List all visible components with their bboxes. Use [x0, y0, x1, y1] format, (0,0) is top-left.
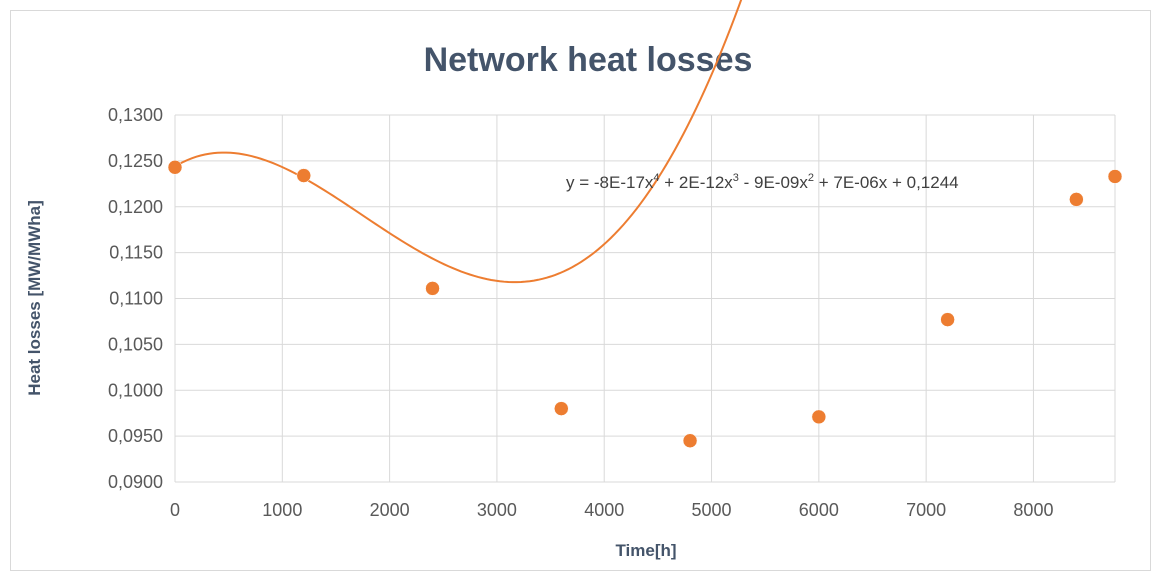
y-tick-label: 0,0950 — [108, 426, 163, 446]
y-tick-label: 0,0900 — [108, 472, 163, 492]
data-point — [554, 401, 569, 416]
data-point — [940, 312, 955, 327]
x-tick-label: 2000 — [370, 500, 410, 520]
data-point — [425, 281, 440, 296]
y-tick-label: 0,1150 — [109, 243, 163, 263]
chart-frame — [10, 10, 1151, 571]
x-tick-label: 3000 — [477, 500, 517, 520]
x-tick-label: 0 — [170, 500, 180, 520]
x-tick-label: 7000 — [906, 500, 946, 520]
data-point — [682, 433, 698, 448]
y-tick-label: 0,1050 — [108, 334, 163, 354]
x-tick-label: 1000 — [262, 500, 302, 520]
x-tick-label: 5000 — [692, 500, 732, 520]
x-tick-label: 4000 — [584, 500, 624, 520]
x-tick-label: 8000 — [1013, 500, 1053, 520]
y-axis-title: Heat losses [MW/MWha] — [25, 200, 44, 396]
y-tick-label: 0,1250 — [108, 151, 163, 171]
y-axis-ticks: 0,0900 0,0950 0,1000 0,1050 0,1100 0,1150 0,12… — [108, 105, 163, 492]
data-point — [1069, 192, 1084, 207]
trendline-equation: y = -8E-17x4 + 2E-12x3 - 9E-09x2 + 7E-06… — [566, 172, 959, 192]
trendline — [174, 0, 743, 284]
x-axis-title: Time[h] — [615, 541, 676, 560]
y-tick-label: 0,1300 — [108, 105, 163, 125]
y-tick-label: 0,1000 — [108, 380, 163, 400]
x-axis-ticks: 0 1000 2000 3000 4000 5000 6000 7000 8000 — [170, 500, 1053, 520]
grid-lines — [174, 114, 1116, 483]
data-point — [811, 409, 827, 425]
data-point — [296, 168, 312, 183]
y-tick-label: 0,1200 — [108, 197, 163, 217]
y-tick-label: 0,1100 — [109, 289, 163, 309]
x-tick-label: 6000 — [799, 500, 839, 520]
data-points — [167, 160, 1123, 448]
data-point — [167, 160, 183, 175]
chart-title: Network heat losses — [424, 41, 753, 79]
data-point — [1107, 169, 1123, 184]
